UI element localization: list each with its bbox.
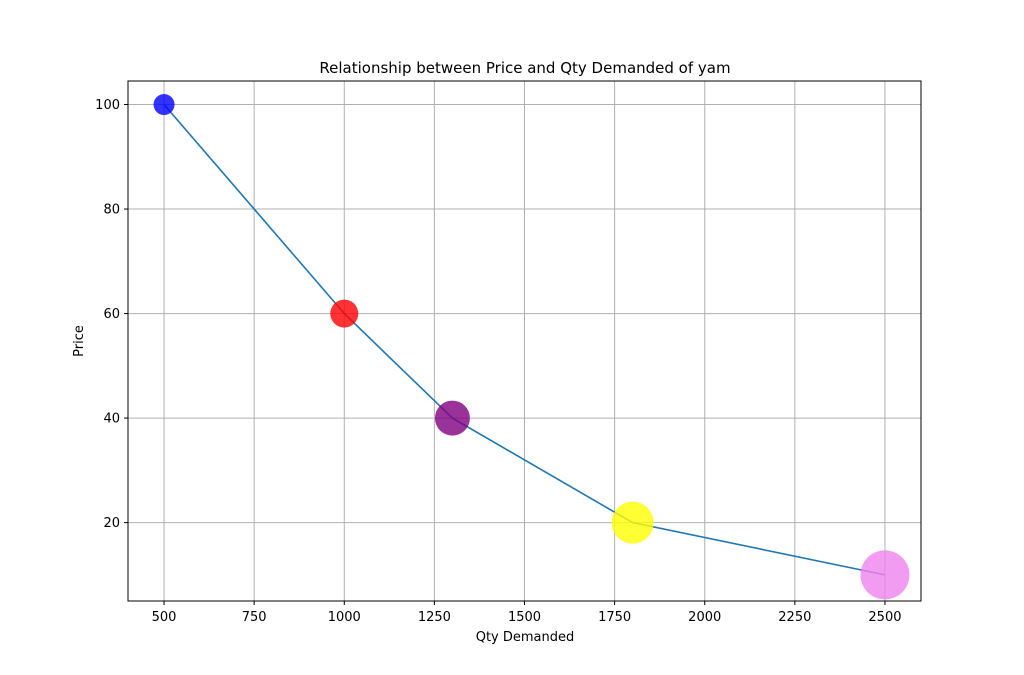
data-point: [330, 299, 359, 328]
data-point: [153, 94, 175, 116]
chart-title: Relationship between Price and Qty Deman…: [319, 59, 730, 77]
x-tick-label: 1500: [508, 610, 541, 625]
grid: [128, 81, 921, 601]
x-axis-label: Qty Demanded: [476, 630, 575, 645]
data-point: [434, 400, 470, 436]
points-layer: [153, 94, 910, 600]
y-axis-label: Price: [72, 325, 87, 357]
x-tick-label: 2000: [688, 610, 721, 625]
y-tick-label: 60: [103, 307, 120, 322]
x-tick-label: 1750: [598, 610, 631, 625]
x-tick-label: 500: [152, 610, 177, 625]
y-ticks: 20 40 60 80 100: [95, 98, 128, 531]
x-tick-label: 2500: [868, 610, 901, 625]
y-tick-label: 80: [103, 203, 120, 218]
x-ticks: 500 750 1000 1250 1500 1750 2000 2250 2500: [152, 601, 902, 625]
y-tick-label: 40: [103, 412, 120, 427]
x-tick-label: 2250: [778, 610, 811, 625]
y-tick-label: 20: [103, 516, 120, 531]
data-point: [860, 550, 910, 600]
data-point: [611, 501, 654, 544]
y-tick-label: 100: [95, 98, 120, 113]
x-tick-label: 750: [242, 610, 267, 625]
x-tick-label: 1250: [418, 610, 451, 625]
x-tick-label: 1000: [328, 610, 361, 625]
